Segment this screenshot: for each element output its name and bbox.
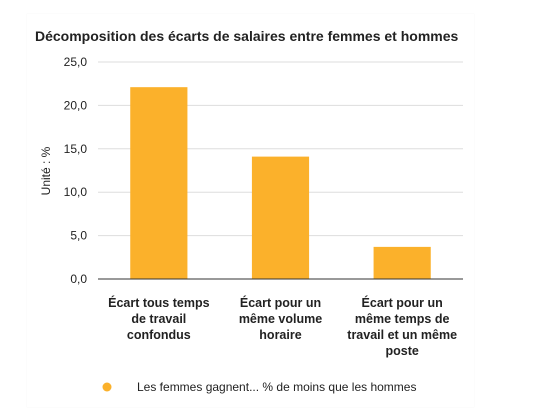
x-tick-labels: Écart tous temps de travail confondusÉcart… (108, 295, 457, 358)
y-tick-label: 20,0 (64, 98, 88, 112)
x-tick-label-line: confondus (127, 328, 191, 342)
bar (251, 156, 310, 279)
x-tick-label-line: Écart pour un (362, 295, 443, 310)
y-tick-label: 15,0 (64, 142, 88, 156)
x-tick-label-line: même temps de (355, 312, 450, 326)
y-tick-label: 10,0 (64, 185, 88, 199)
x-tick-label-line: Écart tous temps (108, 295, 209, 310)
y-tick-label: 25,0 (64, 55, 88, 69)
legend-swatch (102, 382, 112, 392)
y-tick-labels: 0,0 5,0 10,0 15,0 20,0 25,0 (64, 55, 88, 286)
x-tick-label-line: même volume (239, 312, 322, 326)
y-tick-label: 5,0 (70, 229, 87, 243)
legend-label: Les femmes gagnent... % de moins que les… (137, 380, 416, 394)
x-tick-label-line: horaire (259, 328, 301, 342)
x-tick-label: Écart pour un même volume horaire (239, 295, 322, 342)
legend: Les femmes gagnent... % de moins que les… (102, 380, 416, 394)
x-tick-label-line: Écart pour un (240, 295, 321, 310)
x-tick-label: Écart pour un même temps de travail et un … (347, 295, 457, 358)
bar (373, 246, 431, 279)
x-tick-label: Écart tous temps de travail confondus (108, 295, 209, 342)
x-tick-label-line: poste (385, 344, 418, 358)
bar (130, 87, 188, 279)
x-tick-label-line: travail et un même (347, 328, 457, 342)
chart-title: Décomposition des écarts de salaires ent… (35, 28, 458, 44)
y-axis-label: Unité : % (39, 146, 53, 195)
bars (130, 87, 431, 279)
x-tick-label-line: de travail (131, 312, 186, 326)
y-tick-label: 0,0 (70, 272, 87, 286)
chart-card (27, 14, 474, 407)
